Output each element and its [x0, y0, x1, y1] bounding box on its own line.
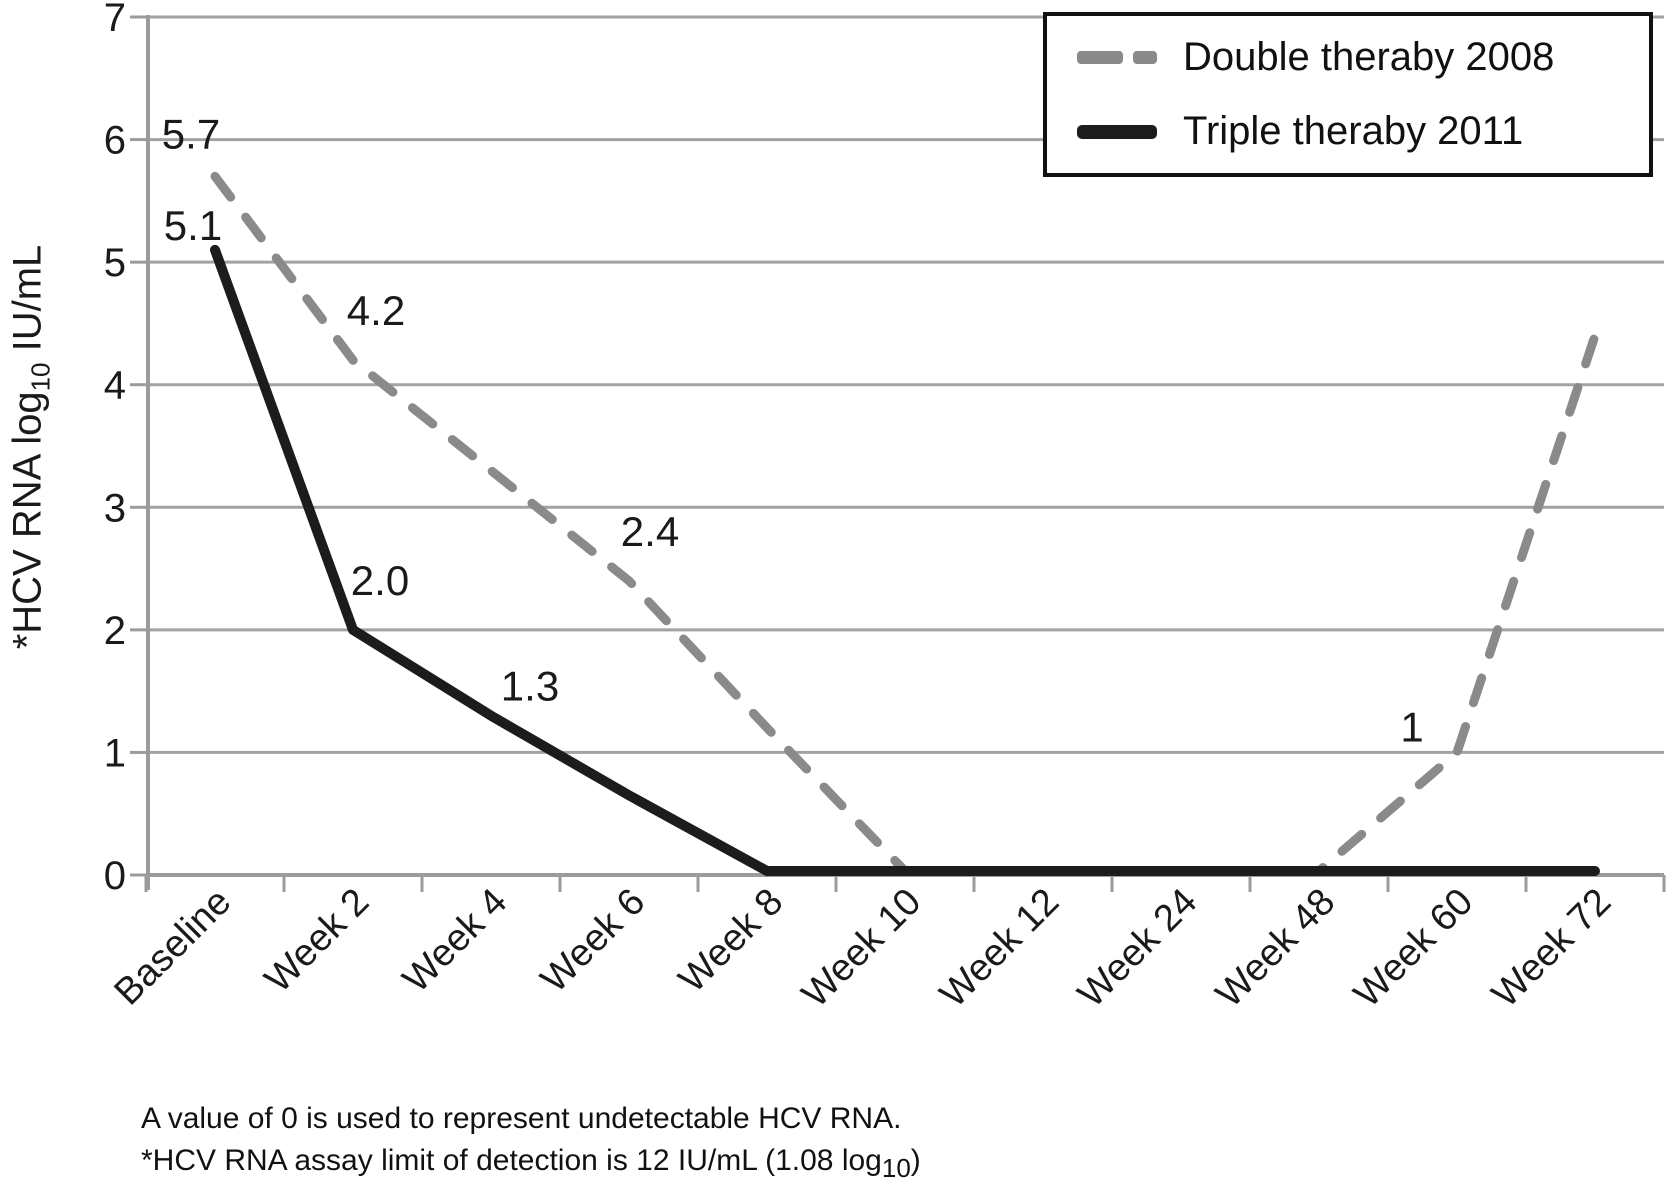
legend: Double theraby 2008 Triple theraby 2011 — [1043, 12, 1653, 177]
svg-text:4: 4 — [104, 364, 126, 408]
y-axis-title-subscript: 10 — [25, 362, 56, 392]
svg-text:Week 10: Week 10 — [794, 881, 929, 1016]
svg-text:5.1: 5.1 — [164, 202, 222, 249]
dashed-line-swatch-icon — [1077, 51, 1157, 64]
svg-text:7: 7 — [104, 0, 126, 40]
svg-text:Week 24: Week 24 — [1070, 881, 1205, 1016]
solid-line-swatch-icon — [1077, 124, 1157, 139]
footnote-line-2: *HCV RNA assay limit of detection is 12 … — [141, 1144, 921, 1183]
legend-item-triple-therapy: Triple theraby 2011 — [1077, 109, 1649, 153]
svg-text:5: 5 — [104, 241, 126, 285]
svg-text:1: 1 — [1400, 703, 1423, 750]
y-axis-title-units: IU/mL — [5, 244, 50, 363]
svg-text:Week 4: Week 4 — [395, 881, 515, 1001]
legend-label-double-therapy: Double theraby 2008 — [1183, 35, 1555, 79]
svg-text:1: 1 — [104, 731, 126, 775]
svg-text:Week 12: Week 12 — [932, 881, 1067, 1016]
svg-text:2.0: 2.0 — [351, 557, 409, 604]
svg-text:Week 60: Week 60 — [1346, 881, 1481, 1016]
svg-text:0: 0 — [104, 854, 126, 898]
legend-item-double-therapy: Double theraby 2008 — [1077, 35, 1649, 79]
svg-text:2: 2 — [104, 609, 126, 653]
footnote-subscript: 10 — [881, 1153, 911, 1183]
svg-text:2.4: 2.4 — [621, 508, 679, 555]
svg-text:Week 2: Week 2 — [257, 881, 377, 1001]
svg-text:3: 3 — [104, 486, 126, 530]
footnote: A value of 0 is used to represent undete… — [141, 1098, 921, 1189]
svg-text:Week 48: Week 48 — [1208, 881, 1343, 1016]
svg-text:6: 6 — [104, 119, 126, 163]
svg-text:Week 8: Week 8 — [671, 881, 791, 1001]
y-axis-title: *HCV RNA log10 IU/mL — [6, 245, 57, 650]
y-axis-title-text: *HCV RNA log — [5, 391, 50, 650]
svg-text:Week 6: Week 6 — [533, 881, 653, 1001]
line-chart-plot-area: 0 1 2 3 4 5 6 7 Baseline Week 2 Week 4 Week 6 Week 8… — [104, 0, 1666, 1016]
svg-text:5.7: 5.7 — [162, 110, 220, 157]
svg-text:Baseline: Baseline — [107, 881, 240, 1014]
footnote-line-1: A value of 0 is used to represent undete… — [141, 1102, 902, 1135]
svg-text:Week 72: Week 72 — [1484, 881, 1619, 1016]
svg-text:4.2: 4.2 — [347, 287, 405, 334]
svg-text:1.3: 1.3 — [501, 663, 559, 710]
legend-label-triple-therapy: Triple theraby 2011 — [1183, 109, 1524, 153]
